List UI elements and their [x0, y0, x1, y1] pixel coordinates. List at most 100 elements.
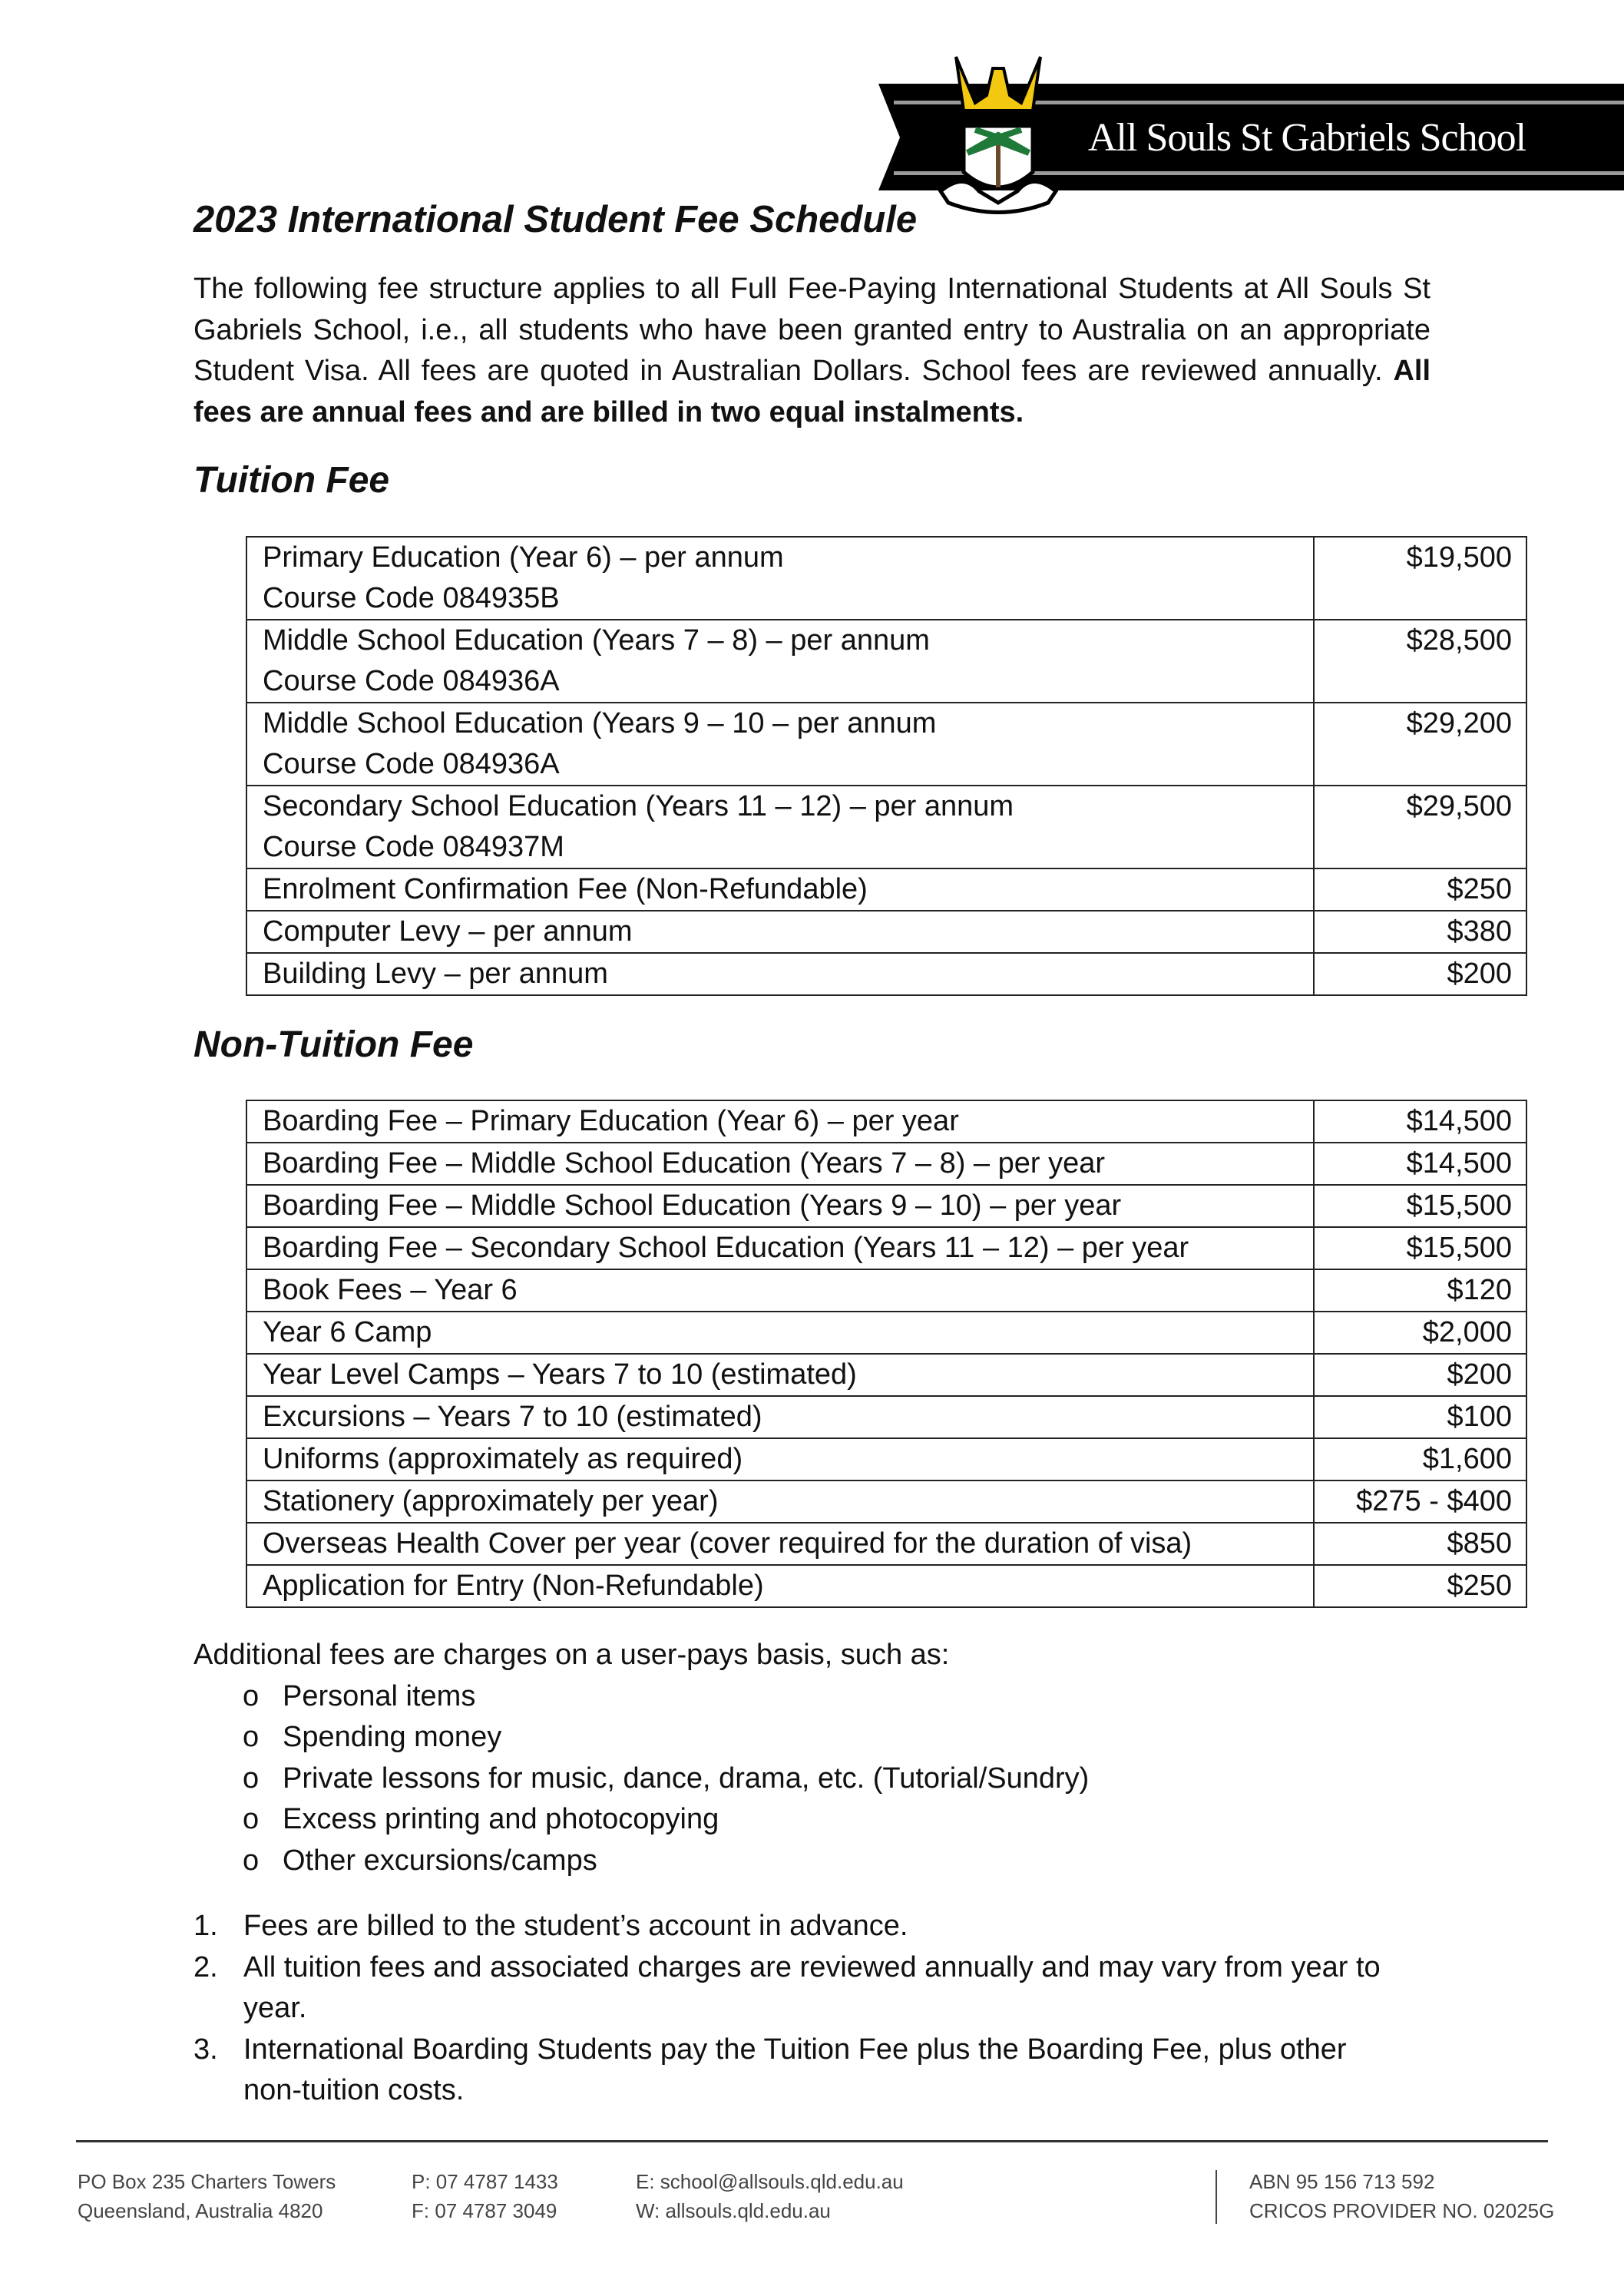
table-row: Secondary School Education (Years 11 – 1… [246, 785, 1527, 869]
school-crest-logo [938, 56, 1059, 214]
bullet-marker: o [243, 1679, 260, 1712]
fee-amount: $380 [1313, 910, 1527, 954]
fee-item-cell: Book Fees – Year 6 [246, 1269, 1315, 1312]
bullet-text: Private lessons for music, dance, drama,… [283, 1762, 1090, 1795]
fee-item-cell: Year Level Camps – Years 7 to 10 (estima… [246, 1353, 1315, 1397]
fee-item-cell: Primary Education (Year 6) – per annum Co… [246, 536, 1315, 620]
table-row: Excursions – Years 7 to 10 (estimated) $1… [246, 1395, 1527, 1439]
address-line-2: Queensland, Australia 4820 [78, 2199, 323, 2222]
note-text: All tuition fees and associated charges … [243, 1950, 1381, 2025]
note-number: 1. [193, 1910, 218, 1942]
footer-address: PO Box 235 Charters Towers Queensland, Au… [78, 2167, 336, 2225]
tuition-fee-table: Primary Education (Year 6) – per annum Co… [246, 536, 1527, 996]
fee-item-cell: Application for Entry (Non-Refundable) [246, 1564, 1315, 1608]
intro-bold-text: All fees are annual fees and are billed … [193, 355, 1431, 428]
fee-item-cell: Year 6 Camp [246, 1311, 1315, 1355]
intro-paragraph: The following fee structure applies to a… [193, 269, 1431, 433]
bullet-item: o Excess printing and photocopying [193, 1799, 1089, 1841]
note-item: 3. International Boarding Students pay th… [193, 2030, 1407, 2112]
fee-amount: $29,200 [1313, 702, 1527, 786]
table-row: Boarding Fee – Primary Education (Year 6… [246, 1100, 1527, 1143]
fee-amount: $19,500 [1313, 536, 1527, 620]
fee-item-cell: Computer Levy – per annum [246, 910, 1315, 954]
fee-amount: $15,500 [1313, 1184, 1527, 1228]
fee-item: Secondary School Education (Years 11 – 1… [263, 790, 1014, 822]
non-tuition-fee-table: Boarding Fee – Primary Education (Year 6… [246, 1100, 1527, 1608]
fee-amount: $200 [1313, 1353, 1527, 1397]
fee-item: Building Levy – per annum [263, 958, 608, 990]
fee-item-cell: Middle School Education (Years 9 – 10 – … [246, 702, 1315, 786]
fee-item: Computer Levy – per annum [263, 915, 633, 948]
table-row: Boarding Fee – Secondary School Educatio… [246, 1226, 1527, 1270]
page-title: 2023 International Student Fee Schedule [193, 199, 918, 240]
fee-amount: $14,500 [1313, 1100, 1527, 1143]
bullet-text: Spending money [283, 1721, 502, 1753]
note-item: 1. Fees are billed to the student’s accou… [193, 1906, 1407, 1947]
bullet-item: o Private lessons for music, dance, drama… [193, 1758, 1089, 1800]
table-row: Year Level Camps – Years 7 to 10 (estima… [246, 1353, 1527, 1397]
table-row: Enrolment Confirmation Fee (Non-Refundab… [246, 868, 1527, 911]
fee-item-cell: Uniforms (approximately as required) [246, 1437, 1315, 1481]
table-row: Computer Levy – per annum $380 [246, 910, 1527, 954]
fee-amount: $250 [1313, 1564, 1527, 1608]
website: W: allsouls.qld.edu.au [636, 2199, 831, 2222]
table-row: Primary Education (Year 6) – per annum Co… [246, 536, 1527, 620]
additional-fees-intro: Additional fees are charges on a user-pa… [193, 1639, 950, 1671]
fee-amount: $1,600 [1313, 1437, 1527, 1481]
fee-item: Application for Entry (Non-Refundable) [263, 1570, 764, 1602]
address-line-1: PO Box 235 Charters Towers [78, 2170, 336, 2193]
note-item: 2. All tuition fees and associated charge… [193, 1947, 1407, 2030]
fee-amount: $2,000 [1313, 1311, 1527, 1355]
table-row: Boarding Fee – Middle School Education (… [246, 1184, 1527, 1228]
bullet-item: o Personal items [193, 1676, 1089, 1718]
fee-item: Book Fees – Year 6 [263, 1274, 518, 1306]
fee-item: Boarding Fee – Middle School Education (… [263, 1147, 1106, 1179]
fee-amount: $14,500 [1313, 1142, 1527, 1186]
fee-amount: $100 [1313, 1395, 1527, 1439]
tuition-heading: Tuition Fee [193, 460, 390, 501]
bullet-item: o Other excursions/camps [193, 1841, 1089, 1882]
table-row: Uniforms (approximately as required) $1,6… [246, 1437, 1527, 1481]
fee-item: Stationery (approximately per year) [263, 1485, 719, 1517]
table-row: Middle School Education (Years 9 – 10 – … [246, 702, 1527, 786]
course-code: Course Code 084935B [263, 582, 560, 614]
fee-amount: $850 [1313, 1522, 1527, 1566]
fee-item: Middle School Education (Years 7 – 8) – … [263, 624, 930, 657]
phone: P: 07 4787 1433 [412, 2170, 558, 2193]
bullet-marker: o [243, 1721, 260, 1753]
table-row: Middle School Education (Years 7 – 8) – … [246, 619, 1527, 703]
bullet-marker: o [243, 1803, 260, 1835]
fee-amount: $120 [1313, 1269, 1527, 1312]
fee-item: Year Level Camps – Years 7 to 10 (estima… [263, 1358, 857, 1391]
course-code: Course Code 084936A [263, 665, 560, 697]
fee-amount: $15,500 [1313, 1226, 1527, 1270]
fee-item-cell: Boarding Fee – Middle School Education (… [246, 1142, 1315, 1186]
note-number: 3. [193, 2033, 218, 2066]
fee-item-cell: Secondary School Education (Years 11 – 1… [246, 785, 1315, 869]
footer-vertical-divider [1216, 2170, 1217, 2224]
cricos: CRICOS PROVIDER NO. 02025G [1249, 2199, 1555, 2222]
fee-item: Excursions – Years 7 to 10 (estimated) [263, 1401, 762, 1433]
email: E: school@allsouls.qld.edu.au [636, 2170, 904, 2193]
fee-item-cell: Boarding Fee – Middle School Education (… [246, 1184, 1315, 1228]
fee-item-cell: Boarding Fee – Secondary School Educatio… [246, 1226, 1315, 1270]
course-code: Course Code 084937M [263, 831, 564, 863]
fax: F: 07 4787 3049 [412, 2199, 557, 2222]
note-number: 2. [193, 1950, 218, 1983]
additional-fees: Additional fees are charges on a user-pa… [193, 1635, 1089, 1881]
bullet-text: Other excursions/camps [283, 1844, 597, 1877]
fee-item: Enrolment Confirmation Fee (Non-Refundab… [263, 873, 868, 905]
fee-item: Overseas Health Cover per year (cover re… [263, 1527, 1192, 1560]
notes-list: 1. Fees are billed to the student’s accou… [193, 1906, 1407, 2112]
course-code: Course Code 084936A [263, 748, 560, 780]
fee-item-cell: Enrolment Confirmation Fee (Non-Refundab… [246, 868, 1315, 911]
fee-amount: $28,500 [1313, 619, 1527, 703]
table-row: Overseas Health Cover per year (cover re… [246, 1522, 1527, 1566]
header-banner [878, 84, 1624, 190]
fee-item: Uniforms (approximately as required) [263, 1443, 743, 1475]
table-row: Book Fees – Year 6 $120 [246, 1269, 1527, 1312]
intro-text: The following fee structure applies to a… [193, 273, 1431, 387]
fee-item: Boarding Fee – Secondary School Educatio… [263, 1232, 1189, 1264]
bullet-marker: o [243, 1762, 260, 1795]
table-row: Stationery (approximately per year) $275 … [246, 1480, 1527, 1523]
